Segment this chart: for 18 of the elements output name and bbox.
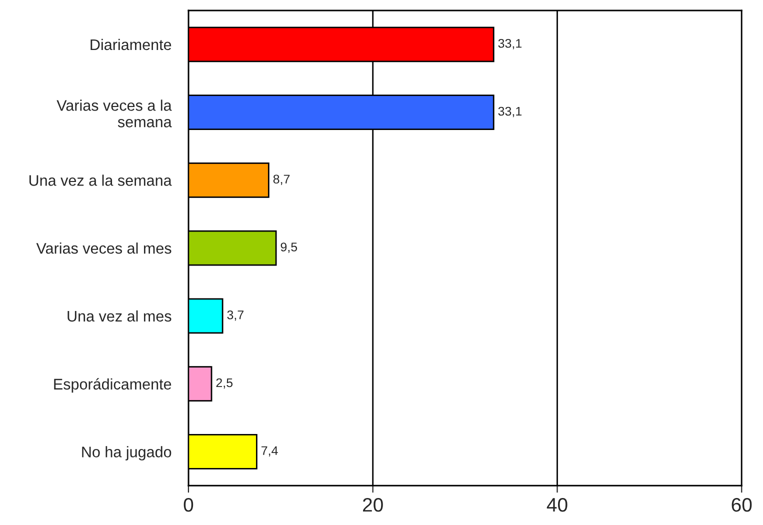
data-label: 33,1 — [498, 106, 522, 118]
x-tick-label: 0 — [184, 498, 194, 512]
data-label: 8,7 — [273, 174, 290, 186]
y-tick-label: Varias veces a la semana — [56, 100, 172, 128]
data-label: 3,7 — [227, 310, 244, 321]
data-label: 33,1 — [498, 38, 522, 50]
data-label: 2,5 — [216, 378, 233, 389]
y-tick-label: Una vez al mes — [68, 310, 172, 322]
x-tick-label: 40 — [546, 498, 568, 512]
y-tick-label: Una vez a la semana — [29, 174, 172, 186]
y-tick-label: Diariamente — [90, 38, 172, 50]
data-label: 7,4 — [261, 446, 278, 457]
data-label: 9,5 — [280, 242, 298, 253]
y-tick-label: No ha jugado — [82, 446, 172, 460]
x-tick-label: 20 — [363, 498, 383, 512]
x-tick-label: 60 — [732, 498, 752, 512]
y-tick-label: Varias veces al mes — [36, 242, 172, 254]
y-tick-label: Esporádicamente — [54, 378, 172, 393]
